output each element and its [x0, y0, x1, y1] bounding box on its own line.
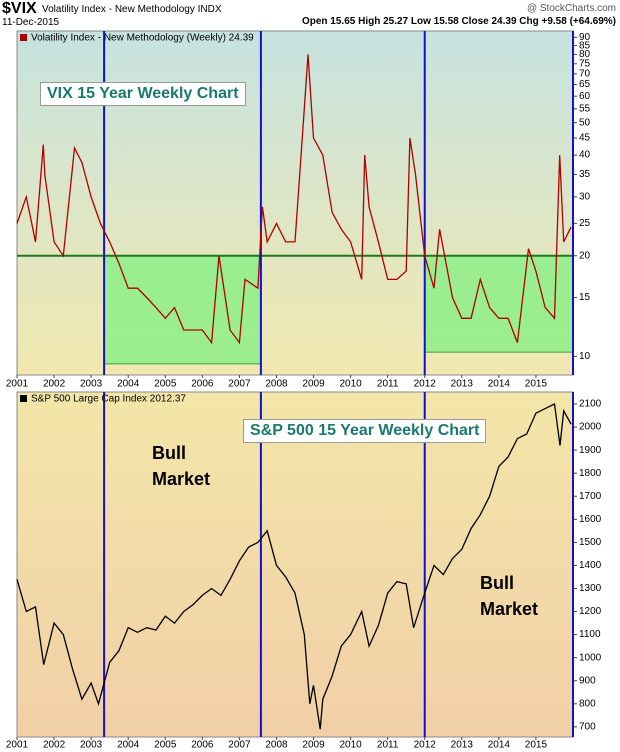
x-tick-label: 2001 — [6, 740, 29, 751]
quote: Open 15.65 High 25.27 Low 15.58 Close 24… — [301, 16, 616, 27]
market-annotation: Bull Market — [480, 573, 539, 619]
x-tick-label: 2013 — [451, 379, 474, 390]
y-tick-label: 60 — [579, 91, 591, 102]
plot-background — [16, 391, 574, 738]
y-tick-label: 1400 — [579, 560, 602, 571]
y-tick-label: 20 — [579, 250, 591, 261]
x-tick-label: 2006 — [191, 740, 214, 751]
x-tick-label: 2007 — [228, 379, 251, 390]
x-tick-label: 2014 — [488, 740, 511, 751]
x-tick-label: 2015 — [525, 379, 548, 390]
x-tick-label: 2003 — [80, 379, 103, 390]
legend-swatch — [20, 395, 27, 402]
y-tick-label: 700 — [579, 721, 596, 732]
x-tick-label: 2011 — [377, 740, 399, 751]
y-tick-label: 1500 — [579, 537, 602, 548]
y-tick-label: 80 — [579, 49, 591, 60]
legend-swatch — [20, 34, 27, 41]
x-tick-label: 2003 — [80, 740, 103, 751]
y-tick-label: 1600 — [579, 514, 602, 525]
x-tick-label: 2004 — [117, 379, 140, 390]
y-tick-label: 65 — [579, 79, 591, 90]
x-tick-label: 2001 — [6, 379, 29, 390]
y-tick-label: 30 — [579, 192, 591, 203]
x-tick-label: 2002 — [43, 379, 66, 390]
y-tick-label: 1700 — [579, 491, 602, 502]
x-tick-label: 2010 — [339, 379, 362, 390]
y-tick-label: 55 — [579, 103, 591, 114]
x-tick-label: 2012 — [414, 740, 437, 751]
y-tick-label: 1100 — [579, 629, 601, 640]
y-tick-label: 1900 — [579, 445, 602, 456]
symbol: $VIX — [2, 0, 37, 17]
y-tick-label: 1800 — [579, 468, 602, 479]
x-tick-label: 2008 — [265, 379, 288, 390]
y-tick-label: 15 — [579, 292, 591, 303]
y-tick-label: 45 — [579, 133, 591, 144]
market-annotation: Bull Market — [152, 443, 211, 489]
x-tick-label: 2009 — [302, 379, 325, 390]
chart-annotation: VIX 15 Year Weekly Chart — [40, 82, 246, 106]
series-line — [16, 54, 572, 345]
y-tick-label: 25 — [579, 218, 591, 229]
series-line — [16, 403, 572, 730]
x-tick-label: 2008 — [265, 740, 288, 751]
y-tick-label: 35 — [579, 169, 591, 180]
y-tick-label: 85 — [579, 40, 591, 51]
x-tick-label: 2010 — [339, 740, 362, 751]
x-tick-label: 2007 — [228, 740, 251, 751]
y-tick-label: 70 — [579, 68, 591, 79]
legend-label: Volatility Index - New Methodology (Week… — [31, 33, 254, 44]
date: 11-Dec-2015 — [2, 17, 60, 28]
x-tick-label: 2011 — [377, 379, 399, 390]
x-tick-label: 2013 — [451, 740, 474, 751]
highlight-box — [103, 255, 262, 365]
instrument-name: Volatility Index - New Methodology INDX — [42, 4, 222, 15]
y-tick-label: 1300 — [579, 583, 602, 594]
x-tick-label: 2005 — [154, 379, 177, 390]
y-tick-label: 2100 — [579, 399, 602, 410]
y-tick-label: 1000 — [579, 652, 602, 663]
y-tick-label: 800 — [579, 698, 596, 709]
y-tick-label: 75 — [579, 58, 591, 69]
x-tick-label: 2009 — [302, 740, 325, 751]
y-tick-label: 900 — [579, 675, 596, 686]
chart-annotation: S&P 500 15 Year Weekly Chart — [243, 419, 487, 443]
x-tick-label: 2002 — [43, 740, 66, 751]
x-tick-label: 2014 — [488, 379, 511, 390]
x-tick-label: 2005 — [154, 740, 177, 751]
x-tick-label: 2012 — [414, 379, 437, 390]
y-tick-label: 2000 — [579, 422, 602, 433]
source: @ StockCharts.com — [526, 3, 616, 14]
y-tick-label: 90 — [579, 32, 591, 43]
y-tick-label: 10 — [579, 351, 591, 362]
legend-label: S&P 500 Large Cap Index 2012.37 — [31, 394, 186, 405]
y-tick-label: 50 — [579, 117, 591, 128]
y-tick-label: 40 — [579, 150, 591, 161]
x-tick-label: 2006 — [191, 379, 214, 390]
x-tick-label: 2015 — [525, 740, 548, 751]
x-tick-label: 2004 — [117, 740, 140, 751]
y-tick-label: 1200 — [579, 606, 602, 617]
